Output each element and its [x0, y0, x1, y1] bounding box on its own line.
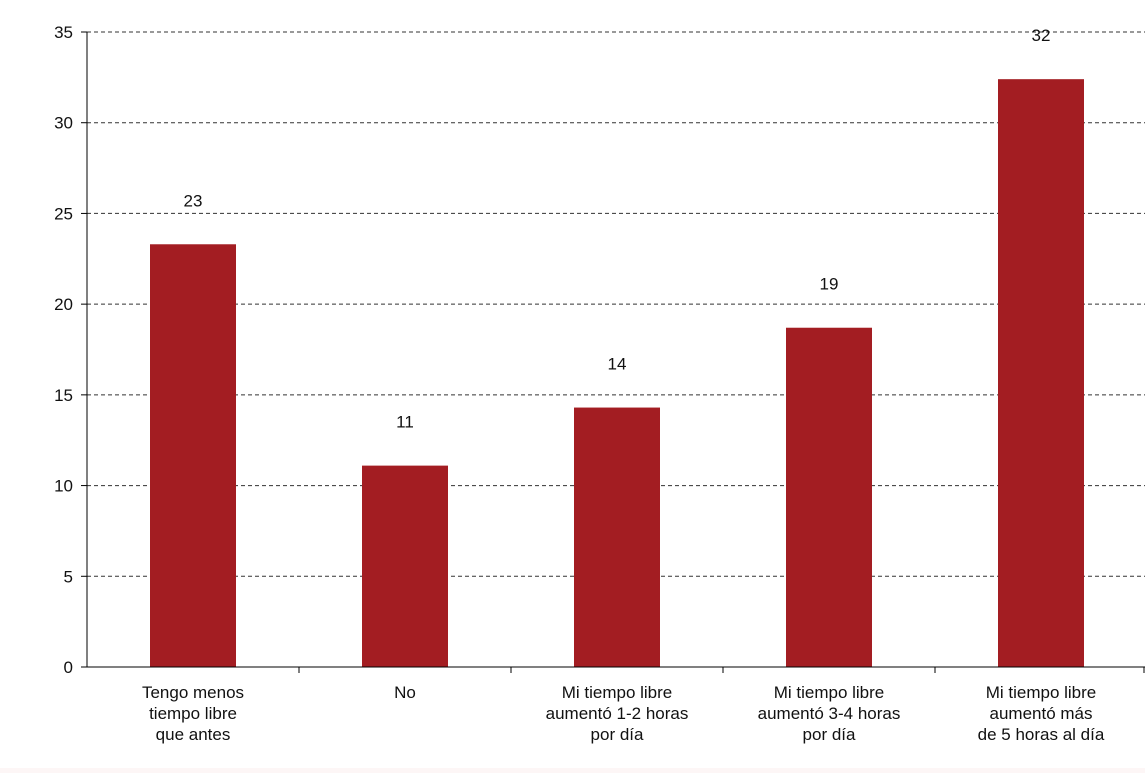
category-label-line: No — [394, 683, 416, 702]
category-label-line: Mi tiempo libre — [562, 683, 673, 702]
category-label-line: de 5 horas al día — [978, 725, 1105, 744]
category-label-line: aumentó 1-2 horas — [546, 704, 689, 723]
data-label: 19 — [820, 275, 839, 294]
category-label-line: aumentó 3-4 horas — [758, 704, 901, 723]
y-tick-label: 0 — [64, 658, 73, 677]
category-label-line: aumentó más — [990, 704, 1093, 723]
data-label: 23 — [184, 191, 203, 210]
category-label-line: Mi tiempo libre — [774, 683, 885, 702]
bar — [362, 465, 448, 667]
y-tick-label: 5 — [64, 567, 73, 586]
bars — [150, 79, 1084, 667]
category-label-line: por día — [591, 725, 644, 744]
category-label: No — [394, 683, 416, 702]
bar — [786, 327, 872, 667]
bar — [150, 244, 236, 667]
data-label: 11 — [396, 413, 414, 432]
data-label: 14 — [608, 355, 627, 374]
category-label-line: que antes — [156, 725, 231, 744]
bar — [998, 79, 1084, 667]
labels: 0 5 10 15 20 25 30 35 23 Tengo menos tiempo libre q… — [54, 23, 1105, 744]
y-tick-label: 35 — [54, 23, 73, 42]
bar — [574, 407, 660, 667]
category-label-line: Mi tiempo libre — [986, 683, 1097, 702]
y-tick-label: 20 — [54, 295, 73, 314]
y-tick-label: 30 — [54, 114, 73, 133]
category-label: Mi tiempo libre aumentó 3-4 horas por día — [758, 683, 901, 744]
category-label: Tengo menos tiempo libre que antes — [142, 683, 244, 744]
data-label: 32 — [1032, 26, 1051, 45]
y-tick-label: 10 — [54, 477, 73, 496]
axes — [81, 31, 1145, 673]
category-label: Mi tiempo libre aumentó 1-2 horas por día — [546, 683, 689, 744]
y-tick-label: 25 — [54, 204, 73, 223]
y-tick-label: 15 — [54, 386, 73, 405]
category-label-line: tiempo libre — [149, 704, 237, 723]
category-label-line: Tengo menos — [142, 683, 244, 702]
category-label-line: por día — [803, 725, 856, 744]
category-label: Mi tiempo libre aumentó más de 5 horas al … — [978, 683, 1105, 744]
